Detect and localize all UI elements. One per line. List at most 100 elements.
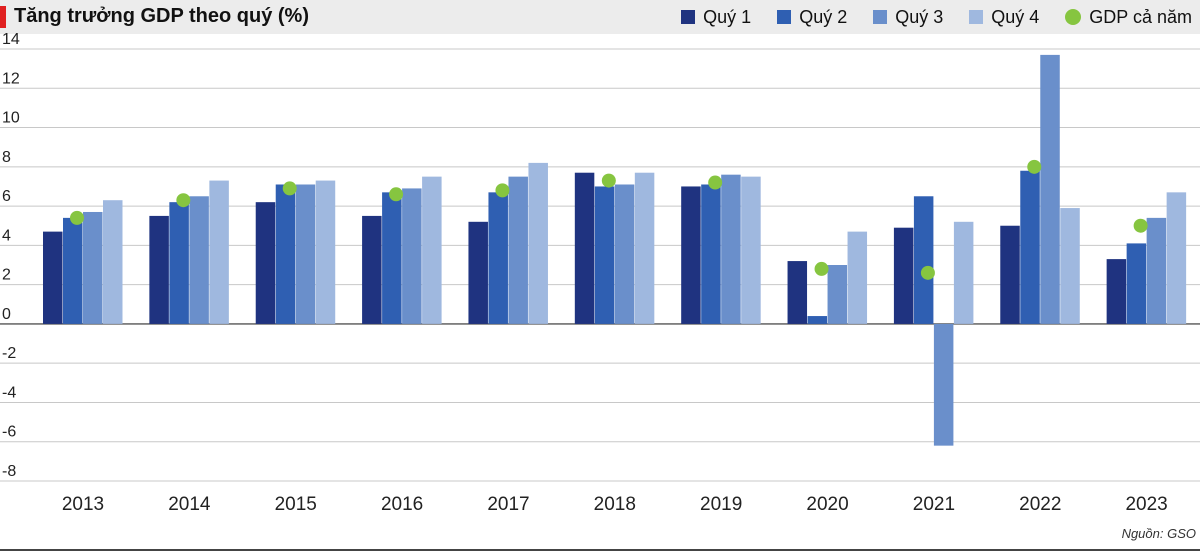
- bar-quý-2-2013: [63, 217, 83, 324]
- bar-quý-2-2015: [275, 184, 296, 324]
- bar-quý-1-2020: [787, 261, 808, 324]
- source-note: Nguồn: GSO: [1121, 526, 1196, 541]
- bar-quý-1-2017: [468, 221, 488, 324]
- bar-quý-1-2016: [362, 215, 382, 324]
- x-tick-label: 2020: [806, 494, 848, 515]
- bar-quý-4-2016: [422, 176, 442, 324]
- bar-quý-1-2022: [1000, 225, 1020, 324]
- annual-gdp-point-2016: [389, 187, 404, 202]
- x-tick-label: 2015: [275, 494, 317, 515]
- legend-item-q4: Quý 4: [969, 7, 1039, 28]
- bar-quý-3-2016: [402, 188, 422, 324]
- x-tick-label: 2023: [1125, 494, 1167, 515]
- legend-label-q2: Quý 2: [799, 6, 848, 27]
- bar-quý-4-2022: [1060, 208, 1080, 324]
- legend-swatch-q2: [777, 10, 792, 24]
- x-tick-label: 2013: [62, 494, 104, 515]
- legend-label-q3: Quý 3: [895, 6, 944, 27]
- legend-swatch-q4: [969, 10, 984, 24]
- bar-quý-2-2016: [382, 192, 402, 324]
- y-tick-label: -8: [2, 463, 16, 480]
- bar-quý-3-2023: [1146, 217, 1167, 324]
- bar-quý-2-2018: [594, 186, 615, 324]
- title-accent-bar: [0, 6, 6, 28]
- bottom-rule: [0, 549, 1200, 551]
- y-tick-label: 0: [2, 306, 11, 323]
- bar-quý-1-2018: [574, 172, 595, 324]
- y-tick-label: 6: [2, 188, 11, 205]
- bar-quý-4-2015: [315, 180, 336, 324]
- bar-quý-1-2021: [893, 227, 914, 324]
- bar-quý-1-2019: [681, 186, 701, 324]
- bar-quý-1-2023: [1106, 259, 1127, 324]
- chart-header: Tăng trưởng GDP theo quý (%) Quý 1 Quý 2…: [0, 0, 1200, 34]
- chart-legend: Quý 1 Quý 2 Quý 3 Quý 4 GDP cả năm: [655, 6, 1192, 28]
- legend-swatch-q1: [681, 10, 696, 24]
- x-tick-label: 2022: [1019, 494, 1061, 515]
- bar-quý-4-2020: [847, 231, 868, 324]
- bar-quý-4-2013: [103, 200, 123, 324]
- bar-quý-4-2019: [741, 176, 761, 324]
- annual-gdp-point-2022: [1027, 159, 1042, 174]
- bar-quý-3-2019: [721, 174, 741, 324]
- bar-quý-2-2021: [913, 196, 934, 324]
- x-tick-label: 2018: [594, 494, 636, 515]
- bar-quý-2-2023: [1126, 243, 1147, 324]
- x-tick-label: 2014: [168, 494, 211, 515]
- bar-quý-1-2015: [255, 202, 276, 324]
- bar-quý-2-2014: [169, 202, 189, 324]
- annual-gdp-point-2018: [601, 173, 616, 188]
- legend-label-q4: Quý 4: [991, 6, 1040, 27]
- annual-gdp-point-2021: [920, 265, 935, 280]
- legend-item-q1: Quý 1: [681, 7, 751, 28]
- bar-quý-4-2014: [209, 180, 229, 324]
- chart-title: Tăng trưởng GDP theo quý (%): [14, 5, 309, 27]
- legend-label-annual: GDP cả năm: [1089, 6, 1192, 27]
- bar-quý-4-2018: [634, 172, 655, 324]
- y-tick-label: 12: [2, 70, 20, 87]
- bar-quý-3-2015: [295, 184, 316, 324]
- annual-gdp-point-2015: [282, 181, 297, 196]
- legend-item-q3: Quý 3: [873, 7, 943, 28]
- bar-quý-4-2017: [528, 162, 548, 324]
- annual-gdp-point-2019: [708, 175, 723, 190]
- bar-quý-2-2017: [488, 192, 508, 324]
- x-tick-label: 2019: [700, 494, 742, 515]
- bar-quý-3-2017: [508, 176, 528, 324]
- bar-quý-3-2018: [614, 184, 635, 324]
- annual-gdp-point-2014: [176, 193, 191, 208]
- x-tick-label: 2017: [487, 494, 529, 515]
- y-tick-label: 8: [2, 149, 11, 166]
- annual-gdp-point-2013: [70, 210, 84, 225]
- bar-quý-3-2022: [1040, 54, 1060, 324]
- legend-item-q2: Quý 2: [777, 7, 847, 28]
- y-tick-label: 4: [2, 227, 11, 244]
- bar-quý-2-2020: [807, 316, 828, 324]
- y-tick-label: 10: [2, 110, 20, 127]
- bar-quý-4-2021: [953, 221, 974, 324]
- legend-swatch-q3: [873, 10, 888, 24]
- y-tick-label: 2: [2, 267, 11, 284]
- x-tick-label: 2021: [913, 494, 955, 515]
- bar-quý-3-2021: [933, 323, 954, 446]
- y-tick-label: -2: [2, 345, 16, 362]
- bar-quý-3-2020: [827, 265, 848, 324]
- annual-gdp-point-2020: [814, 261, 829, 276]
- bar-quý-2-2022: [1020, 170, 1040, 324]
- legend-label-q1: Quý 1: [703, 6, 752, 27]
- bar-quý-2-2019: [701, 184, 721, 324]
- y-tick-label: 14: [2, 31, 20, 48]
- bar-quý-1-2013: [43, 231, 63, 324]
- legend-item-annual: GDP cả năm: [1065, 7, 1192, 28]
- y-tick-label: -6: [2, 424, 16, 441]
- y-tick-label: -4: [2, 384, 16, 401]
- x-tick-label: 2016: [381, 494, 423, 515]
- bar-quý-1-2014: [149, 215, 169, 324]
- annual-gdp-point-2023: [1133, 218, 1148, 233]
- legend-dot-annual: [1065, 9, 1082, 25]
- bar-quý-4-2023: [1166, 192, 1187, 324]
- bar-quý-3-2013: [83, 211, 103, 324]
- annual-gdp-point-2017: [495, 183, 510, 198]
